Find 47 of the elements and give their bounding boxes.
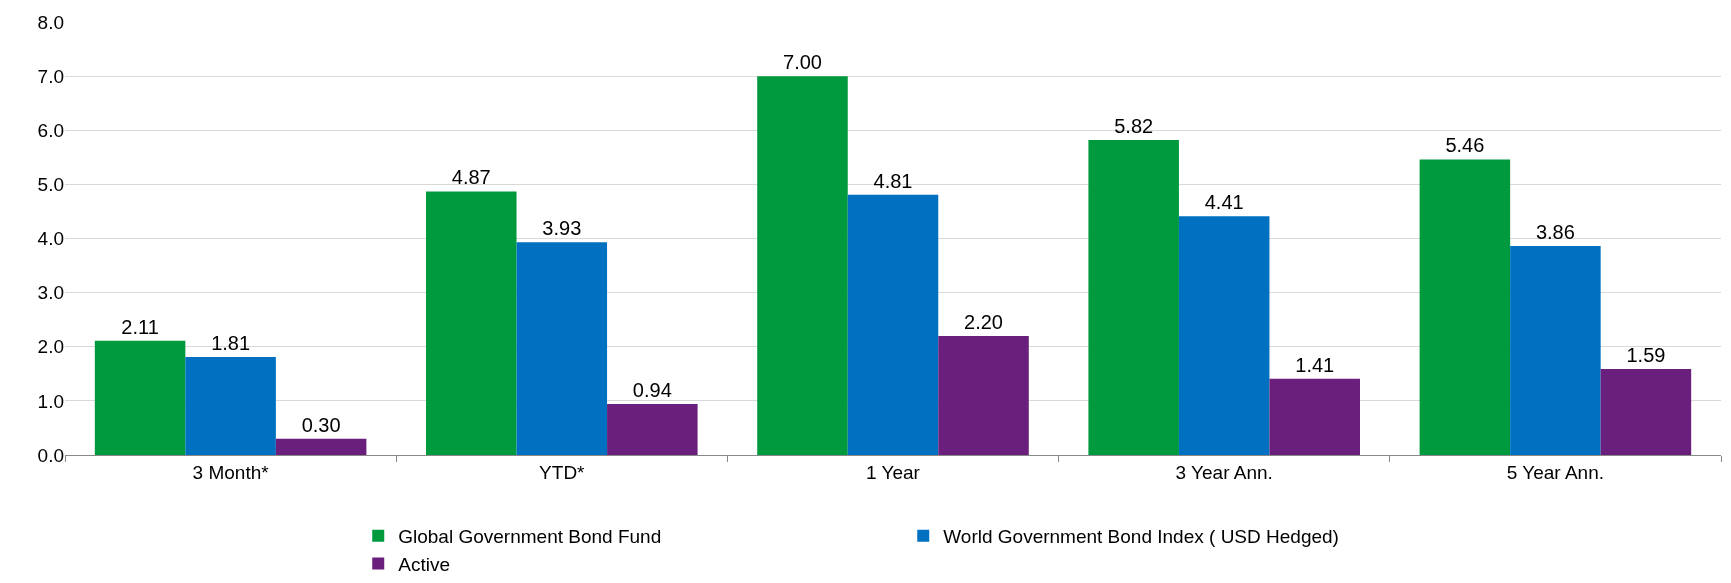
x-tick-label: 1 Year <box>866 461 921 483</box>
legend-label: Active <box>398 553 450 575</box>
data-label: 4.87 <box>451 166 491 189</box>
bar <box>1419 159 1511 455</box>
x-tick-label: YTD* <box>539 461 586 483</box>
y-tick-label: 5.0 <box>37 174 64 196</box>
y-tick-label: 1.0 <box>37 390 64 412</box>
data-label: 1.59 <box>1626 343 1666 366</box>
data-label: 3.86 <box>1535 221 1575 244</box>
bar <box>426 191 517 455</box>
data-label: 3.93 <box>542 217 582 240</box>
bar <box>1510 246 1601 455</box>
x-tick-label: 5 Year Ann. <box>1506 461 1605 483</box>
data-label: 1.41 <box>1295 353 1335 376</box>
data-label: 7.00 <box>783 51 822 74</box>
bar <box>1178 216 1270 455</box>
data-label: 1.81 <box>211 332 251 355</box>
bar <box>185 357 276 455</box>
y-tick-label: 7.0 <box>37 65 64 87</box>
bar <box>275 438 367 455</box>
bar <box>1269 378 1360 455</box>
data-label: 0.94 <box>632 379 672 402</box>
x-tick-label: 3 Month* <box>192 461 270 483</box>
x-tick-label: 3 Year Ann. <box>1175 461 1273 483</box>
bar <box>757 76 848 455</box>
data-label: 5.82 <box>1114 114 1154 137</box>
bar <box>1088 139 1179 455</box>
y-tick-label: 8.0 <box>37 11 64 33</box>
bar <box>1600 368 1692 455</box>
data-label: 2.20 <box>964 310 1003 333</box>
y-tick-label: 3.0 <box>37 282 64 304</box>
data-label: 0.30 <box>301 413 341 436</box>
y-tick-label: 0.0 <box>37 444 64 466</box>
data-label: 4.41 <box>1204 191 1244 214</box>
bar <box>94 340 186 455</box>
data-label: 2.11 <box>121 315 159 338</box>
legend-label: Global Government Bond Fund <box>398 526 662 548</box>
data-label: 4.81 <box>873 169 913 192</box>
bar <box>516 242 608 455</box>
y-tick-label: 4.0 <box>37 228 64 250</box>
bar <box>607 404 698 455</box>
data-label: 5.46 <box>1445 134 1485 157</box>
legend-label: World Government Bond Index ( USD Hedged) <box>943 526 1339 548</box>
bar <box>938 335 1029 455</box>
y-tick-label: 2.0 <box>37 336 64 358</box>
bar <box>847 194 939 455</box>
y-tick-label: 6.0 <box>37 119 64 141</box>
